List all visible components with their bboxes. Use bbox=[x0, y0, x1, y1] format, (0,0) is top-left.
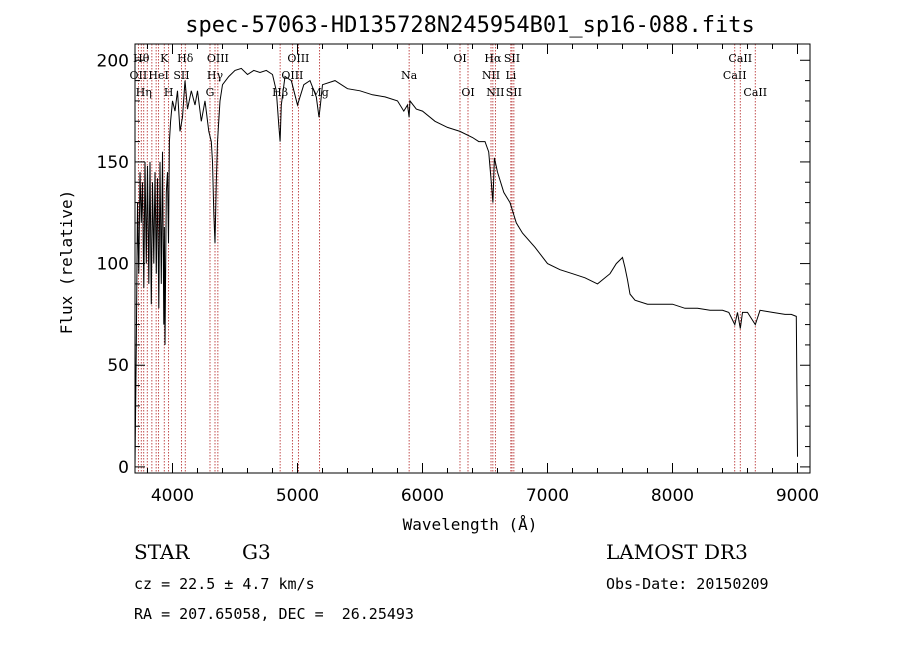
x-tick-label-7000: 7000 bbox=[526, 486, 569, 506]
line-label-20: OI bbox=[461, 86, 474, 99]
line-label-23: NII bbox=[486, 86, 504, 99]
line-label-6: HeI bbox=[148, 69, 168, 82]
line-label-29: CaII bbox=[743, 86, 767, 99]
object-class: STAR bbox=[134, 540, 190, 564]
line-label-24: Li bbox=[505, 69, 516, 82]
line-label-26: SII bbox=[506, 86, 522, 99]
line-label-13: OIII bbox=[207, 52, 229, 65]
redshift-cz: cz = 22.5 ± 4.7 km/s bbox=[134, 575, 315, 593]
spectral-subclass: G3 bbox=[242, 540, 271, 564]
line-label-28: CaII bbox=[728, 52, 752, 65]
observation-date: Obs-Date: 20150209 bbox=[606, 575, 769, 593]
line-label-19: OI bbox=[453, 52, 466, 65]
line-label-7: K bbox=[160, 52, 169, 65]
x-tick-label-8000: 8000 bbox=[651, 486, 694, 506]
line-label-12: Hγ bbox=[207, 69, 224, 82]
x-tick-label-6000: 6000 bbox=[401, 486, 444, 506]
line-label-18: Na bbox=[401, 69, 418, 82]
x-axis-label: Wavelength (Å) bbox=[403, 515, 538, 534]
line-label-16: OIII bbox=[287, 52, 309, 65]
line-label-11: G bbox=[206, 86, 215, 99]
line-label-15: OIII bbox=[281, 69, 303, 82]
line-label-14: Hβ bbox=[272, 86, 288, 99]
y-tick-label-50: 50 bbox=[107, 356, 129, 376]
line-label-1: Hθ bbox=[133, 52, 150, 65]
line-label-8: H bbox=[164, 86, 174, 99]
line-label-10: Hδ bbox=[177, 52, 194, 65]
line-label-21: NII bbox=[482, 69, 500, 82]
y-tick-label-100: 100 bbox=[97, 255, 129, 275]
x-tick-label-9000: 9000 bbox=[776, 486, 819, 506]
spectrum-series-line bbox=[134, 67, 798, 467]
plot-frame bbox=[134, 43, 811, 474]
spectral-line-markers bbox=[137, 44, 756, 473]
line-label-0: OII bbox=[130, 69, 148, 82]
spectral-line-labels: OII Hθ Hη HeI K H SII Hδ G Hγ OIII Hβ OIII OIII Mg Na OI… bbox=[130, 52, 768, 99]
survey-name: LAMOST DR3 bbox=[606, 540, 748, 564]
line-label-25: SII bbox=[504, 52, 520, 65]
x-tick-label-4000: 4000 bbox=[151, 486, 194, 506]
y-axis-label: Flux (relative) bbox=[57, 190, 76, 335]
line-label-9: SII bbox=[173, 69, 189, 82]
chart-title: spec-57063-HD135728N245954B01_sp16-088.f… bbox=[185, 13, 755, 38]
line-label-27: CaII bbox=[723, 69, 747, 82]
x-axis-ticks: 4000 5000 6000 7000 8000 9000 bbox=[147, 44, 819, 506]
line-label-17: Mg bbox=[310, 86, 328, 99]
line-label-2: Hη bbox=[136, 86, 152, 99]
y-tick-label-0: 0 bbox=[118, 458, 129, 478]
y-axis-ticks: 0 50 100 150 200 bbox=[97, 51, 810, 478]
x-tick-label-5000: 5000 bbox=[276, 486, 319, 506]
y-tick-label-200: 200 bbox=[97, 51, 129, 71]
y-tick-label-150: 150 bbox=[97, 153, 129, 173]
line-label-22: Hα bbox=[484, 52, 502, 65]
coordinates: RA = 207.65058, DEC = 26.25493 bbox=[134, 605, 414, 623]
